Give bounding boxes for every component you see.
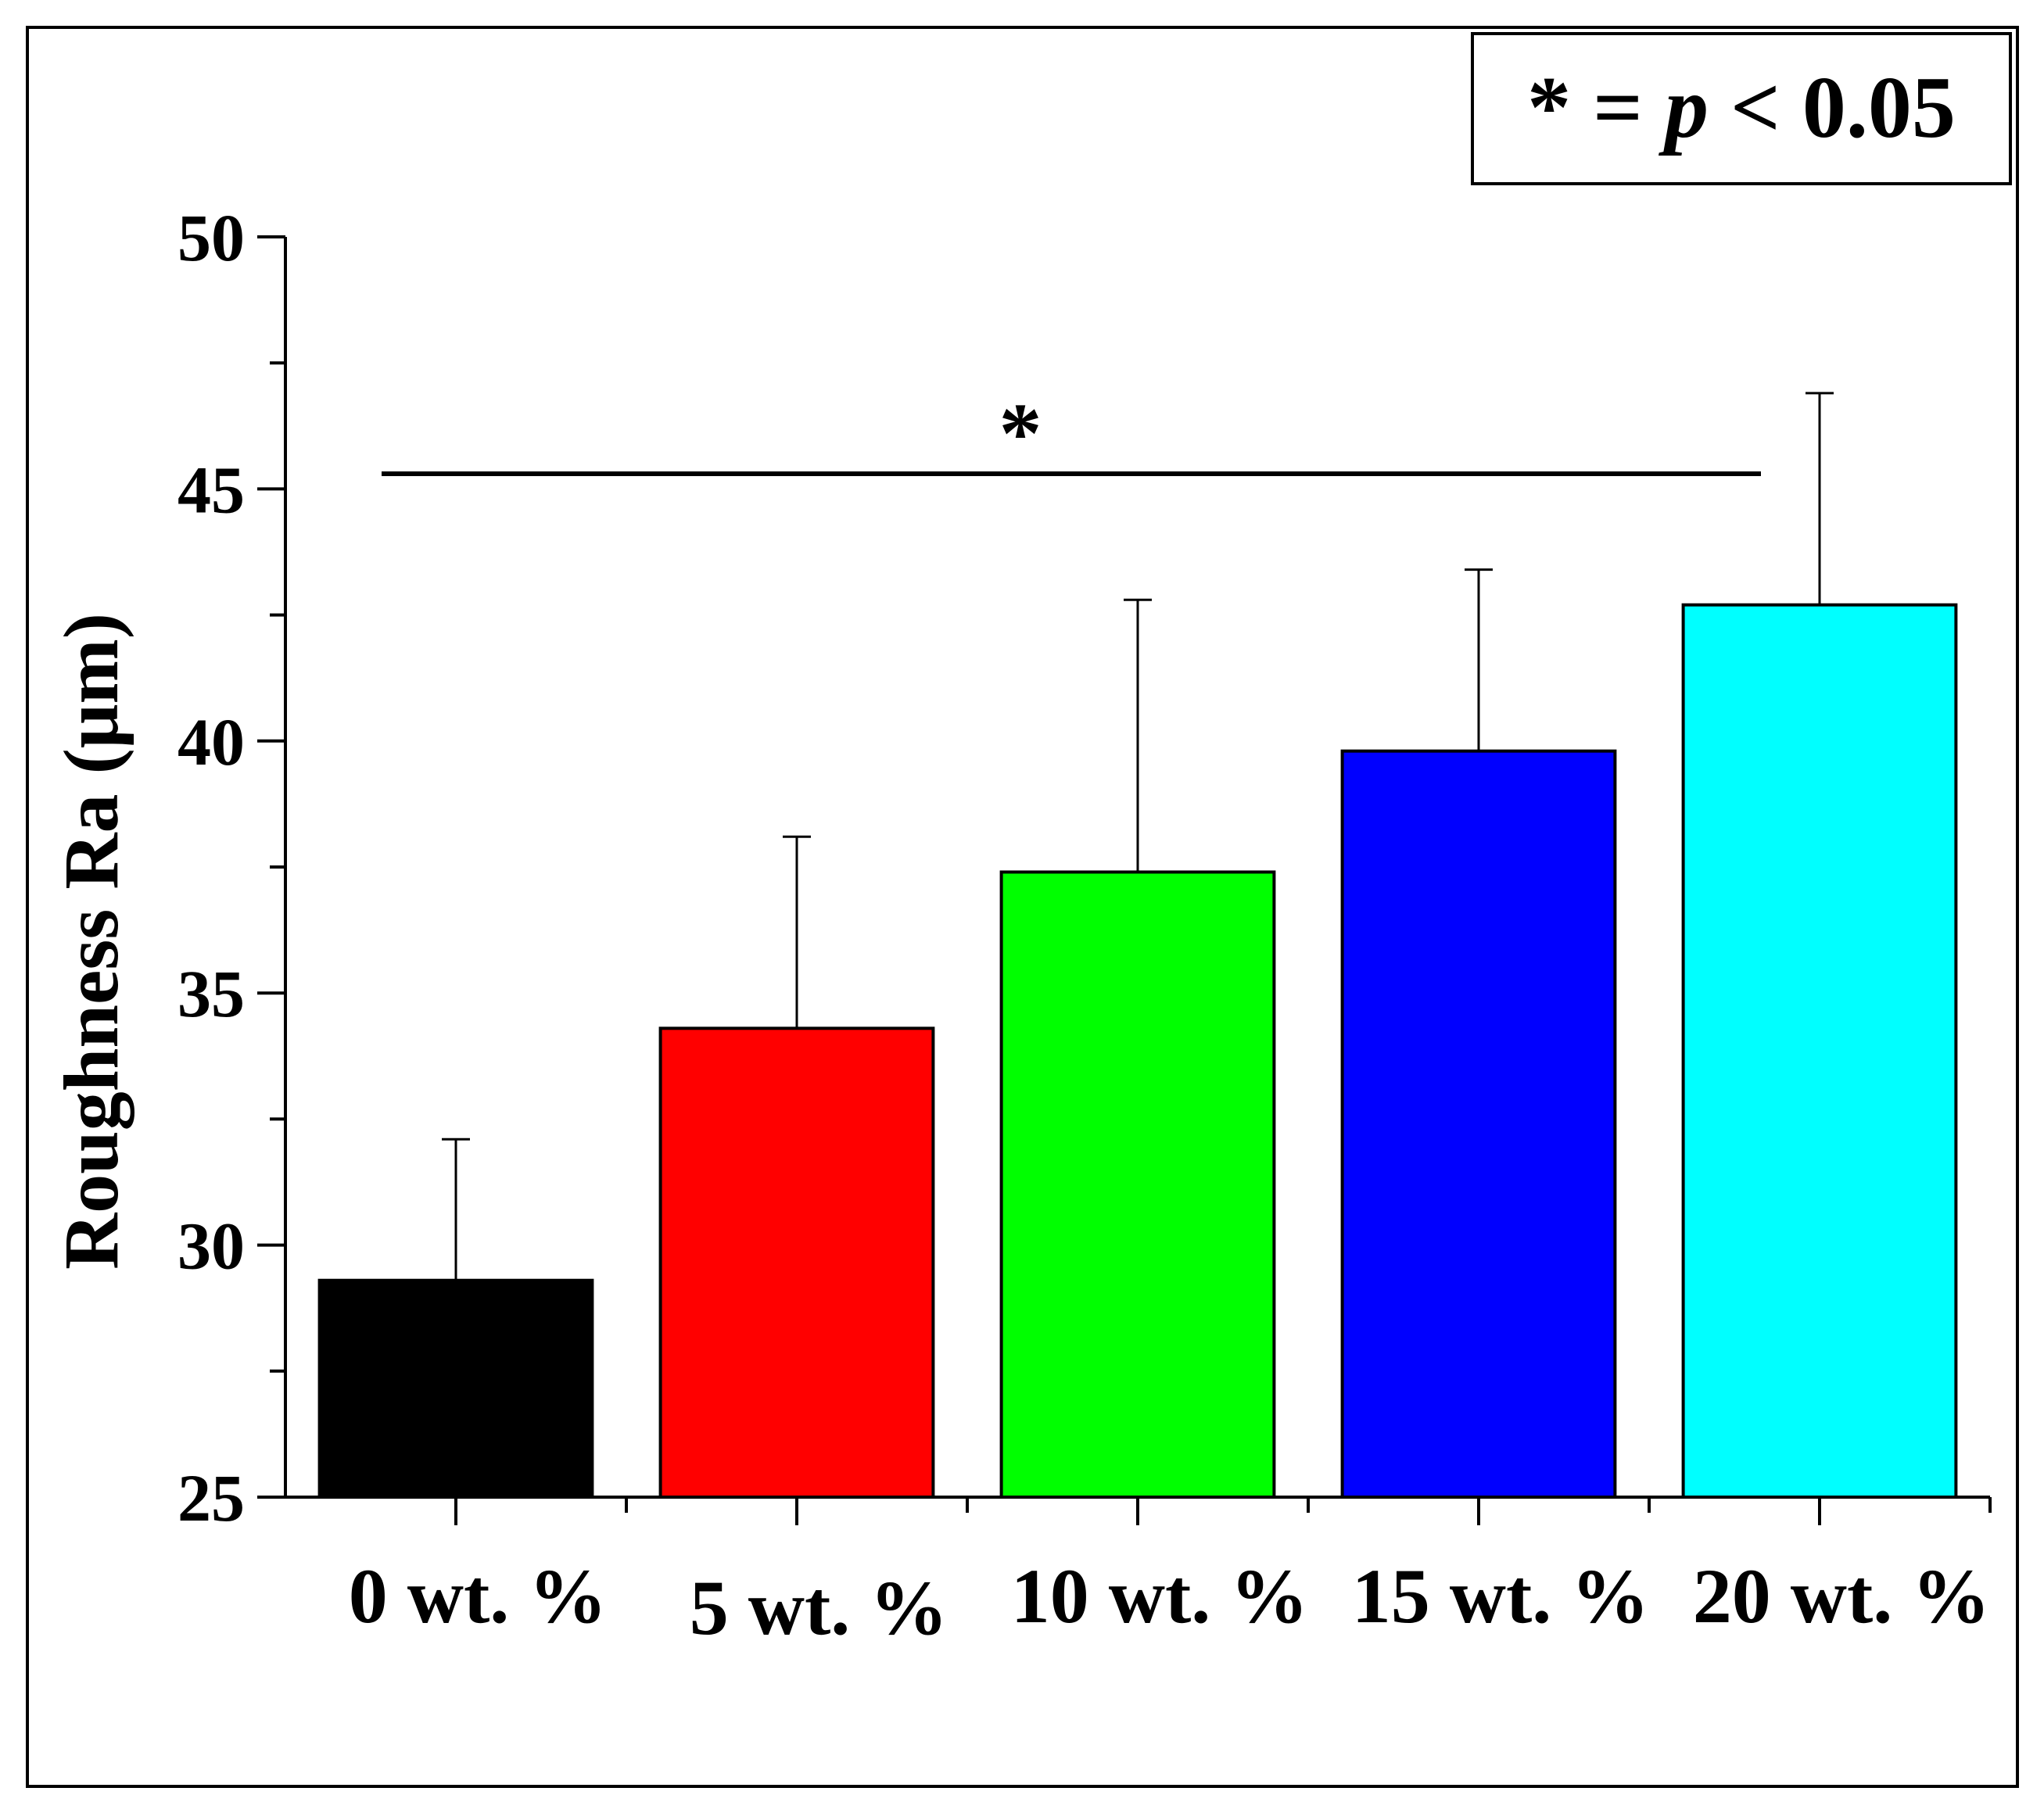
legend-text-part: * =	[1527, 59, 1665, 156]
y-tick-label: 40	[178, 704, 245, 779]
y-axis-label: Roughness Ra (μm)	[48, 613, 134, 1270]
significance-legend: * = p < 0.05	[1471, 32, 2012, 185]
bar-0	[317, 1278, 594, 1499]
legend-text: * = p < 0.05	[1527, 59, 1956, 156]
x-tick-label: 15 wt. %	[1352, 1553, 1650, 1639]
error-bars	[442, 392, 1834, 1281]
x-tick-label: 5 wt. %	[690, 1564, 948, 1651]
significance-star: *	[999, 385, 1042, 481]
legend-box	[1471, 32, 2012, 185]
significance-bracket: *	[382, 385, 1761, 481]
bar-2	[999, 870, 1276, 1499]
bar-3	[1340, 749, 1617, 1499]
y-tick-label: 35	[178, 956, 245, 1031]
legend-p-italic: p	[1659, 59, 1709, 156]
x-tick-label: 20 wt. %	[1693, 1553, 1991, 1639]
legend-text-part: < 0.05	[1709, 59, 1956, 156]
bars	[317, 603, 1958, 1499]
x-tick-label: 10 wt. %	[1011, 1553, 1309, 1639]
y-tick-label: 30	[178, 1209, 245, 1284]
y-tick-label: 45	[178, 452, 245, 527]
bar-4	[1681, 603, 1958, 1499]
x-tick-label: 0 wt. %	[349, 1553, 608, 1639]
ticks: 25 30 35 40 45 50 0 wt. % 5 wt. % 10 wt. % 15 wt.…	[178, 200, 1992, 1651]
bar-1	[658, 1026, 935, 1499]
y-tick-label: 50	[178, 200, 245, 275]
y-tick-label: 25	[178, 1460, 245, 1535]
